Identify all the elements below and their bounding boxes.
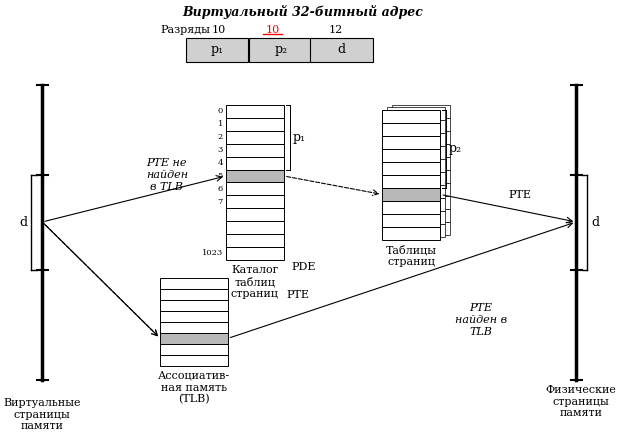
Bar xyxy=(392,131,450,144)
Bar xyxy=(226,105,284,118)
Bar xyxy=(226,157,284,169)
Bar xyxy=(387,108,445,120)
Text: PTE: PTE xyxy=(509,190,532,200)
Bar xyxy=(226,169,284,183)
Text: Виртуальные
страницы
памяти: Виртуальные страницы памяти xyxy=(4,398,81,431)
Bar xyxy=(387,224,445,237)
Bar xyxy=(226,144,284,157)
Text: PTE
найден в
TLB: PTE найден в TLB xyxy=(454,303,507,336)
Bar xyxy=(383,227,440,240)
Bar xyxy=(226,195,284,208)
Text: 3: 3 xyxy=(218,146,223,154)
Bar xyxy=(161,311,228,322)
Bar xyxy=(392,118,450,131)
Bar xyxy=(383,149,440,162)
Bar xyxy=(226,118,284,131)
Bar xyxy=(161,289,228,300)
Bar xyxy=(383,175,440,188)
Bar xyxy=(161,355,228,366)
Text: PDE: PDE xyxy=(291,262,316,272)
Text: 10: 10 xyxy=(211,25,226,35)
Bar xyxy=(387,211,445,224)
Bar xyxy=(383,188,440,201)
Bar xyxy=(392,196,450,209)
Bar xyxy=(387,146,445,160)
Text: 1023: 1023 xyxy=(202,250,223,258)
Text: Виртуальный 32-битный адрес: Виртуальный 32-битный адрес xyxy=(182,5,423,19)
Text: 10: 10 xyxy=(265,25,280,35)
Text: Ассоциатив-
ная память
(TLB): Ассоциатив- ная память (TLB) xyxy=(158,371,230,404)
Bar xyxy=(226,247,284,260)
Bar xyxy=(383,214,440,227)
Bar xyxy=(392,157,450,170)
Bar xyxy=(383,136,440,149)
Bar xyxy=(392,105,450,118)
Bar xyxy=(161,278,228,289)
Text: PTE: PTE xyxy=(286,290,309,300)
Bar xyxy=(387,160,445,172)
Text: 12: 12 xyxy=(329,25,343,35)
Text: 2: 2 xyxy=(218,133,223,141)
Bar xyxy=(387,120,445,134)
Bar xyxy=(383,110,440,123)
Bar xyxy=(383,123,440,136)
Bar xyxy=(249,38,312,62)
Bar xyxy=(392,144,450,157)
Text: p₁: p₁ xyxy=(293,131,306,144)
Text: p₂: p₂ xyxy=(274,44,287,56)
Text: d: d xyxy=(591,216,600,229)
Text: d: d xyxy=(337,44,345,56)
Bar xyxy=(226,131,284,144)
Text: Таблицы
страниц: Таблицы страниц xyxy=(386,245,437,267)
Bar xyxy=(383,162,440,175)
Text: 6: 6 xyxy=(218,185,223,193)
Bar xyxy=(392,222,450,235)
Bar xyxy=(383,201,440,214)
Bar xyxy=(392,170,450,183)
Bar xyxy=(226,221,284,234)
Bar xyxy=(161,333,228,344)
Bar xyxy=(392,209,450,222)
Bar xyxy=(185,38,249,62)
Text: 7: 7 xyxy=(218,198,223,206)
Bar xyxy=(226,183,284,195)
Text: 4: 4 xyxy=(218,159,223,167)
Bar xyxy=(387,172,445,186)
Text: PTE не
найден
в TLB: PTE не найден в TLB xyxy=(146,158,188,191)
Text: d: d xyxy=(19,216,27,229)
Text: 1: 1 xyxy=(218,120,223,128)
Text: Физические
страницы
памяти: Физические страницы памяти xyxy=(546,385,616,418)
Text: Каталог
таблиц
страниц: Каталог таблиц страниц xyxy=(231,265,279,299)
Text: 5: 5 xyxy=(218,172,223,180)
Bar xyxy=(161,344,228,355)
Text: 0: 0 xyxy=(218,108,223,116)
Text: Разряды: Разряды xyxy=(161,25,210,35)
Bar xyxy=(387,186,445,198)
Bar xyxy=(226,208,284,221)
Bar xyxy=(226,234,284,247)
Bar xyxy=(310,38,373,62)
Bar xyxy=(387,134,445,146)
Text: p₁: p₁ xyxy=(210,44,224,56)
Bar xyxy=(161,300,228,311)
Text: p₂: p₂ xyxy=(449,142,462,156)
Bar xyxy=(161,322,228,333)
Bar xyxy=(392,183,450,196)
Bar xyxy=(387,198,445,211)
